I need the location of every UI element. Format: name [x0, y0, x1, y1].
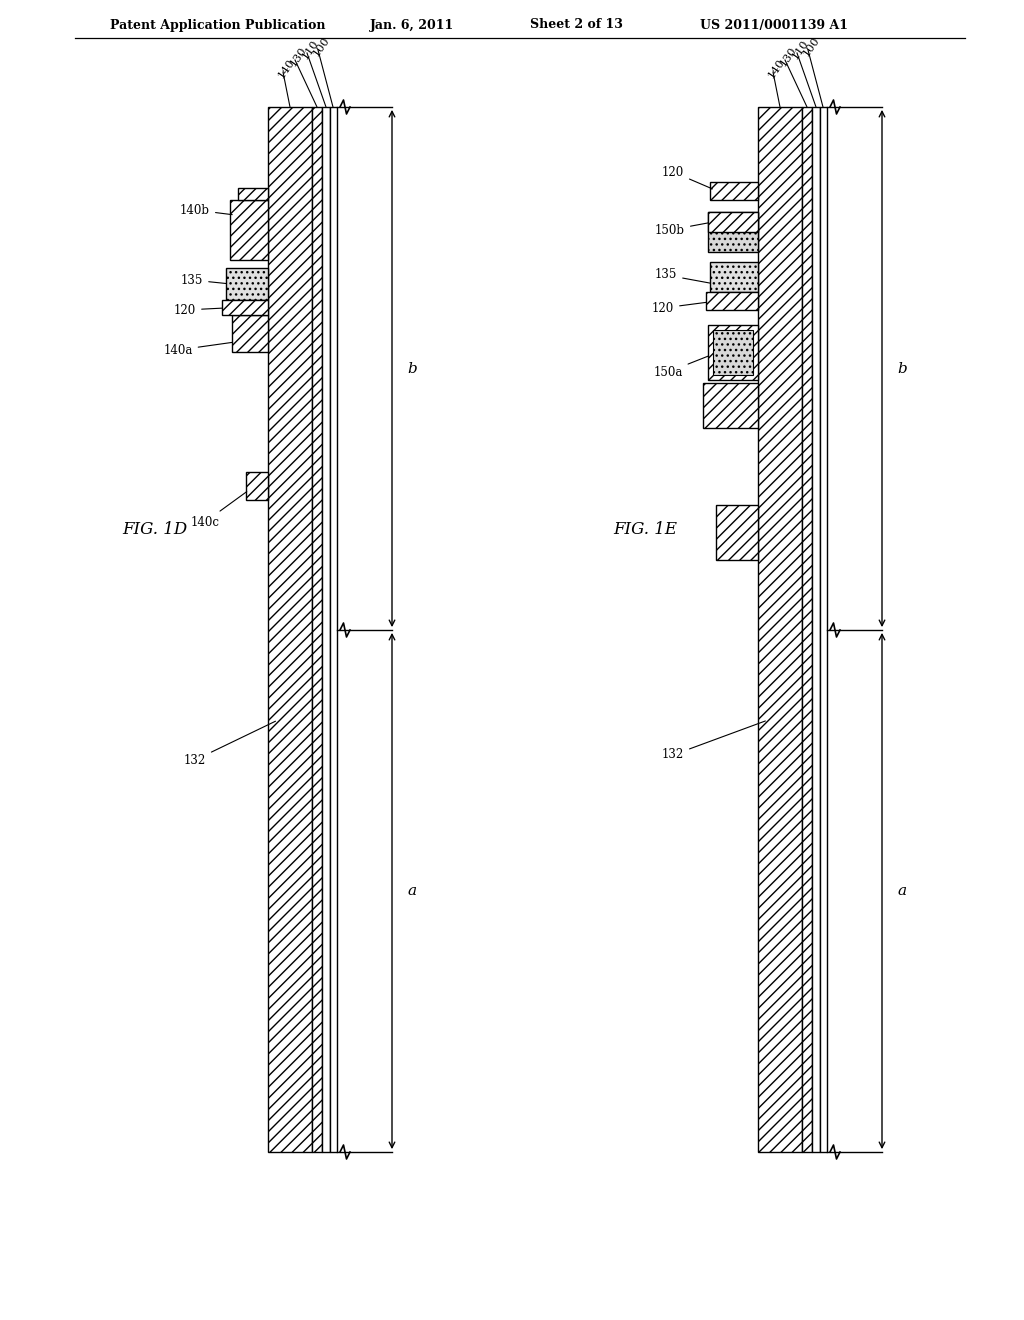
Bar — [710, 182, 758, 201]
Bar — [706, 292, 758, 310]
Bar — [716, 506, 758, 560]
Bar — [708, 213, 758, 252]
Text: 110: 110 — [790, 38, 810, 62]
Bar — [268, 107, 312, 1152]
Bar — [703, 383, 758, 428]
Text: FIG. 1E: FIG. 1E — [613, 521, 677, 539]
Text: Patent Application Publication: Patent Application Publication — [110, 18, 326, 32]
Bar — [312, 107, 322, 1152]
Text: 140: 140 — [766, 57, 786, 81]
Text: 140c: 140c — [190, 491, 247, 528]
Bar — [226, 268, 268, 300]
Text: FIG. 1D: FIG. 1D — [123, 521, 187, 539]
Text: 100: 100 — [310, 36, 331, 58]
Text: 135: 135 — [654, 268, 713, 284]
Bar — [232, 315, 268, 352]
Text: a: a — [897, 884, 906, 898]
Text: a: a — [408, 884, 417, 898]
Bar — [230, 201, 268, 260]
Text: b: b — [897, 362, 907, 376]
Text: 120: 120 — [174, 304, 222, 317]
Text: 120: 120 — [662, 165, 713, 189]
Text: 120: 120 — [652, 301, 707, 314]
Text: 140: 140 — [275, 57, 296, 81]
Text: b: b — [408, 362, 417, 376]
Bar — [708, 213, 758, 232]
Text: 100: 100 — [801, 36, 821, 58]
Text: 130: 130 — [778, 45, 799, 69]
Bar — [710, 261, 758, 292]
Bar — [713, 330, 753, 375]
Text: 140b: 140b — [180, 203, 232, 216]
Bar — [820, 107, 827, 1152]
Text: 110: 110 — [300, 38, 321, 62]
Text: Jan. 6, 2011: Jan. 6, 2011 — [370, 18, 455, 32]
Bar — [246, 473, 268, 500]
Text: 132: 132 — [184, 721, 275, 767]
Text: 132: 132 — [662, 721, 765, 762]
Bar — [222, 300, 268, 315]
Text: 140a: 140a — [163, 342, 232, 356]
Bar — [330, 107, 337, 1152]
Bar — [708, 325, 758, 380]
Bar — [802, 107, 812, 1152]
Text: 130: 130 — [288, 45, 308, 69]
Bar — [322, 107, 330, 1152]
Text: 150b: 150b — [655, 223, 711, 236]
Text: US 2011/0001139 A1: US 2011/0001139 A1 — [700, 18, 848, 32]
Bar — [758, 107, 802, 1152]
Bar — [812, 107, 820, 1152]
Text: Sheet 2 of 13: Sheet 2 of 13 — [530, 18, 623, 32]
Bar — [238, 187, 268, 201]
Text: 135: 135 — [181, 273, 228, 286]
Text: 150a: 150a — [653, 356, 709, 379]
